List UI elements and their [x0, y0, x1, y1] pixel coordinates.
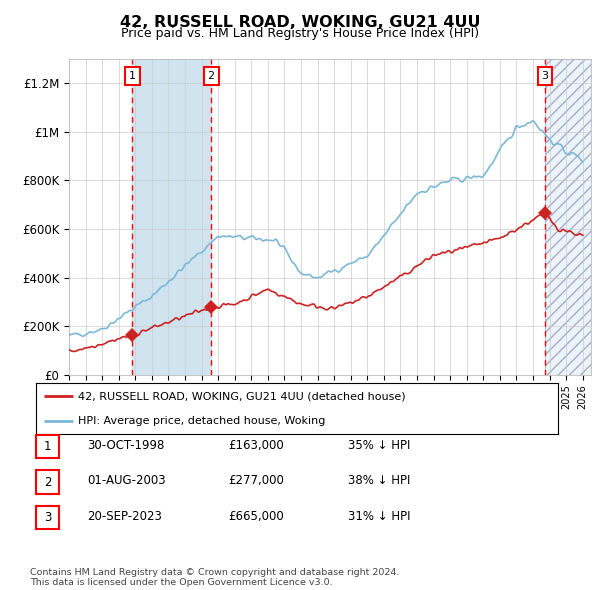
Text: 38% ↓ HPI: 38% ↓ HPI: [348, 474, 410, 487]
Text: 01-AUG-2003: 01-AUG-2003: [87, 474, 166, 487]
Bar: [545, 59, 591, 375]
Text: 42, RUSSELL ROAD, WOKING, GU21 4UU: 42, RUSSELL ROAD, WOKING, GU21 4UU: [120, 15, 480, 30]
Text: 3: 3: [541, 71, 548, 81]
Text: 1: 1: [129, 71, 136, 81]
Text: HPI: Average price, detached house, Woking: HPI: Average price, detached house, Woki…: [78, 416, 325, 426]
Text: 2: 2: [44, 476, 51, 489]
Text: 42, RUSSELL ROAD, WOKING, GU21 4UU (detached house): 42, RUSSELL ROAD, WOKING, GU21 4UU (deta…: [78, 391, 406, 401]
Text: Contains HM Land Registry data © Crown copyright and database right 2024.
This d: Contains HM Land Registry data © Crown c…: [30, 568, 400, 587]
Text: £163,000: £163,000: [228, 439, 284, 452]
Text: 2: 2: [208, 71, 215, 81]
Text: 1: 1: [44, 440, 51, 453]
Text: 35% ↓ HPI: 35% ↓ HPI: [348, 439, 410, 452]
Text: 31% ↓ HPI: 31% ↓ HPI: [348, 510, 410, 523]
Text: 3: 3: [44, 511, 51, 524]
Text: £665,000: £665,000: [228, 510, 284, 523]
Text: £277,000: £277,000: [228, 474, 284, 487]
Text: 30-OCT-1998: 30-OCT-1998: [87, 439, 164, 452]
Text: 20-SEP-2023: 20-SEP-2023: [87, 510, 162, 523]
Bar: [545, 59, 591, 375]
Bar: [133, 59, 211, 375]
Text: Price paid vs. HM Land Registry's House Price Index (HPI): Price paid vs. HM Land Registry's House …: [121, 27, 479, 40]
